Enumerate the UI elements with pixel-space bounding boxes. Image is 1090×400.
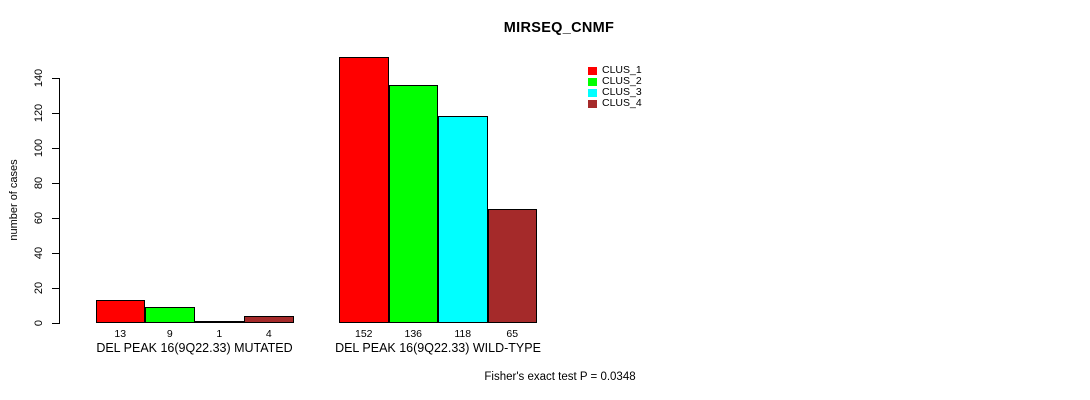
chart-title: MIRSEQ_CNMF	[503, 20, 615, 36]
legend-item: CLUS_1	[588, 65, 642, 76]
y-tick-label: 60	[33, 211, 45, 225]
y-tick-label: 20	[33, 281, 45, 295]
legend-label: CLUS_3	[602, 86, 642, 98]
bar-clus_1-group2	[339, 57, 389, 323]
legend-swatch-icon	[588, 88, 597, 97]
y-tick-label: 80	[33, 176, 45, 190]
legend: CLUS_1 CLUS_2 CLUS_3 CLUS_4	[588, 65, 642, 109]
y-axis-title: number of cases	[8, 159, 20, 241]
legend-swatch-icon	[588, 66, 597, 75]
group-label: DEL PEAK 16(9Q22.33) MUTATED	[96, 341, 293, 355]
y-tick-mark	[52, 323, 59, 324]
y-tick-label: 40	[33, 246, 45, 260]
legend-item: CLUS_2	[588, 76, 642, 87]
y-tick-mark	[52, 288, 59, 289]
legend-label: CLUS_1	[602, 64, 642, 76]
bar-clus_3-group2	[438, 116, 488, 323]
bar-clus_2-group1	[145, 307, 195, 323]
bar-clus_4-group1	[244, 316, 294, 323]
legend-swatch-icon	[588, 99, 597, 108]
y-tick-mark	[52, 218, 59, 219]
y-tick-mark	[52, 148, 59, 149]
y-tick-mark	[52, 253, 59, 254]
y-tick-label: 140	[33, 68, 45, 88]
y-tick-mark	[52, 183, 59, 184]
group-label: DEL PEAK 16(9Q22.33) WILD-TYPE	[335, 341, 541, 355]
bar-clus_3-group1	[194, 321, 244, 323]
bar-value-label: 65	[506, 328, 519, 340]
bar-clus_1-group1	[95, 300, 145, 323]
legend-label: CLUS_2	[602, 75, 642, 87]
y-axis-line	[59, 78, 60, 324]
bar-value-label: 1	[216, 328, 223, 340]
y-tick-label: 0	[33, 319, 45, 327]
y-tick-label: 100	[33, 138, 45, 158]
y-tick-mark	[52, 78, 59, 79]
bar-value-label: 118	[454, 328, 472, 340]
bar-value-label: 152	[354, 328, 373, 340]
bar-value-label: 13	[114, 328, 127, 340]
fisher-test-note: Fisher's exact test P = 0.0348	[484, 371, 636, 383]
legend-item: CLUS_3	[588, 87, 642, 98]
bar-value-label: 4	[265, 328, 272, 340]
legend-swatch-icon	[588, 77, 597, 86]
legend-label: CLUS_4	[602, 97, 642, 109]
bar-clus_4-group2	[487, 209, 537, 323]
legend-item: CLUS_4	[588, 98, 642, 109]
y-tick-mark	[52, 113, 59, 114]
bar-clus_2-group2	[388, 85, 438, 323]
bar-value-label: 136	[404, 328, 423, 340]
y-tick-label: 120	[33, 103, 45, 123]
bar-value-label: 9	[166, 328, 173, 340]
